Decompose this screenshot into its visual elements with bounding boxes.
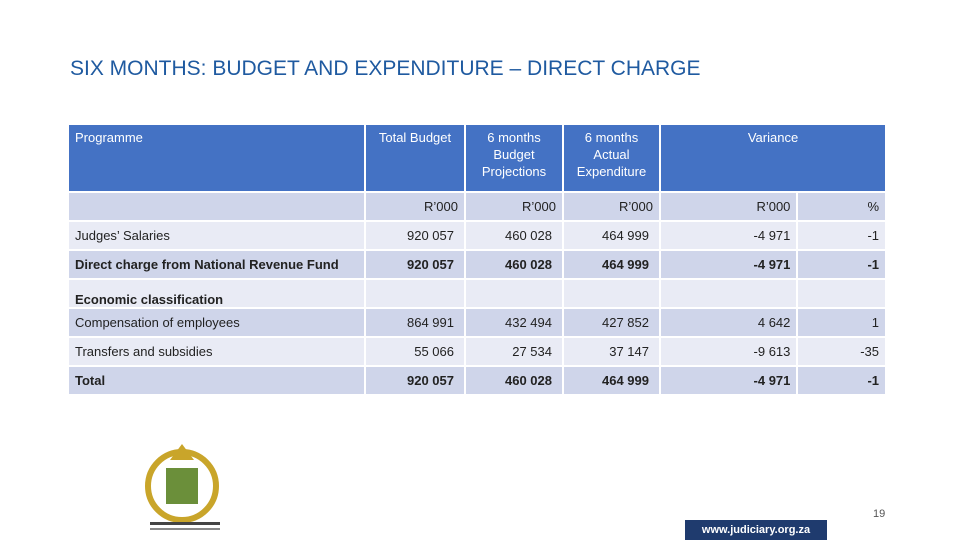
unit-cell: R’000 xyxy=(562,191,661,222)
cell xyxy=(658,278,799,309)
cell: Transfers and subsidies xyxy=(67,336,366,367)
row: Direct charge from National Revenue Fund… xyxy=(67,249,887,280)
budget-table: Programme Total Budget 6 months Budget Pro… xyxy=(67,123,887,396)
cell xyxy=(562,278,661,309)
cell xyxy=(796,278,887,309)
cell: -4 971 xyxy=(658,365,799,396)
cell: -4 971 xyxy=(658,249,799,280)
unit-cell: R’000 xyxy=(364,191,466,222)
header-cell: Total Budget xyxy=(364,123,466,193)
page-number: 19 xyxy=(873,508,886,520)
cell: 464 999 xyxy=(562,249,661,280)
cell xyxy=(364,278,466,309)
cell: Direct charge from National Revenue Fund xyxy=(67,249,366,280)
unit-cell: R’000 xyxy=(658,191,799,222)
row: Total 920 057 460 028 464 999 -4 971 -1 xyxy=(67,365,887,396)
cell: 920 057 xyxy=(364,220,466,251)
cell: 464 999 xyxy=(562,220,661,251)
header-cell: Variance xyxy=(659,123,887,193)
cell: Total xyxy=(67,365,366,396)
cell: 432 494 xyxy=(464,307,564,338)
cell: -9 613 xyxy=(658,336,799,367)
row: Economic classification xyxy=(67,278,887,309)
title: SIX MONTHS: BUDGET AND EXPENDITURE – DIR… xyxy=(70,57,701,80)
cell: 27 534 xyxy=(464,336,564,367)
cell: -35 xyxy=(796,336,887,367)
cell: 864 991 xyxy=(364,307,466,338)
logo xyxy=(145,444,220,530)
cell: Compensation of employees xyxy=(67,307,366,338)
cell: 1 xyxy=(796,307,887,338)
row: Transfers and subsidies 55 066 27 534 37 14… xyxy=(67,336,887,367)
cell: Judges’ Salaries xyxy=(67,220,366,251)
website: www.judiciary.org.za xyxy=(685,520,827,540)
cell: 427 852 xyxy=(562,307,661,338)
cell: 920 057 xyxy=(364,249,466,280)
cell xyxy=(464,278,564,309)
row: Judges’ Salaries 920 057 460 028 464 999 -4 … xyxy=(67,220,887,251)
cell: 460 028 xyxy=(464,365,564,396)
header-cell: Programme xyxy=(67,123,366,193)
unit-cell: R’000 xyxy=(464,191,564,222)
header-cell: 6 months Budget Projections xyxy=(464,123,564,193)
cell: -1 xyxy=(796,365,887,396)
cell: Economic classification xyxy=(67,278,366,309)
cell: 37 147 xyxy=(562,336,661,367)
cell xyxy=(67,191,366,222)
header-cell: 6 months Actual Expenditure xyxy=(562,123,661,193)
cell: -4 971 xyxy=(658,220,799,251)
cell: 920 057 xyxy=(364,365,466,396)
cell: 4 642 xyxy=(658,307,799,338)
cell: 464 999 xyxy=(562,365,661,396)
row: Compensation of employees 864 991 432 494 4… xyxy=(67,307,887,338)
cell: 55 066 xyxy=(364,336,466,367)
cell: 460 028 xyxy=(464,220,564,251)
unit-cell: % xyxy=(796,191,887,222)
cell: -1 xyxy=(796,220,887,251)
header-row: Programme Total Budget 6 months Budget Pro… xyxy=(67,123,887,193)
cell: 460 028 xyxy=(464,249,564,280)
units-row: R’000 R’000 R’000 R’000% xyxy=(67,191,887,222)
cell: -1 xyxy=(796,249,887,280)
